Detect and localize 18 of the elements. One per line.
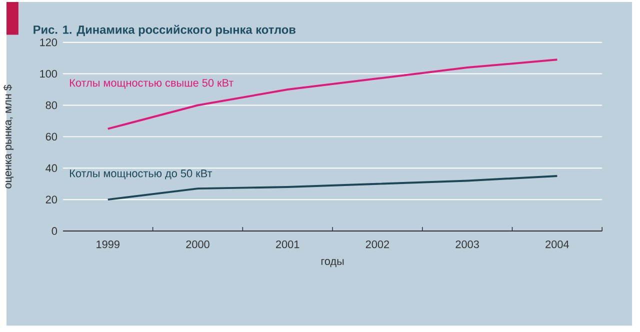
x-tick-label: 2003 <box>456 240 479 248</box>
x-tick-label: 2002 <box>366 240 390 248</box>
x-tick-label: 2000 <box>186 240 210 248</box>
x-tick-label: 2004 <box>546 240 569 248</box>
y-tick-label: 40 <box>46 164 58 172</box>
y-tick-label: 20 <box>46 196 58 204</box>
chart-title: Рис. 1. Динамика российского рынка котлов <box>34 25 296 36</box>
y-tick-label: 60 <box>46 133 58 141</box>
series-label: Котлы мощностью до 50 кВт <box>70 170 212 180</box>
y-axis-title: оценка рынка, млн $ <box>3 84 14 189</box>
y-tick-label: 100 <box>40 70 58 78</box>
y-tick-label: 0 <box>52 227 58 236</box>
y-tick-label: 120 <box>40 38 58 46</box>
x-tick-label: 1999 <box>96 240 120 248</box>
y-tick-label: 80 <box>46 102 58 110</box>
x-axis-title: годы <box>321 259 344 268</box>
x-tick-label: 2001 <box>276 240 300 248</box>
series-label: Котлы мощностью свыше 50 кВт <box>70 79 234 89</box>
